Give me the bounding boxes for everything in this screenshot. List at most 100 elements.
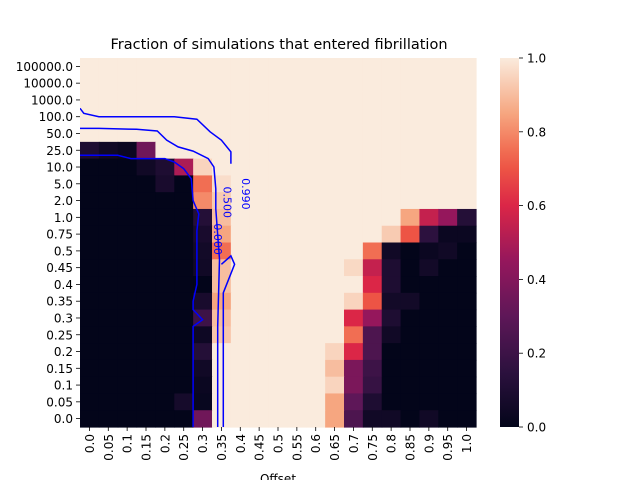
heatmap-cell (249, 292, 270, 311)
heatmap-cell (249, 108, 270, 126)
heatmap-cell (80, 208, 100, 227)
heatmap-cell (212, 108, 232, 126)
heatmap-cell (400, 393, 421, 411)
heatmap-cell (306, 343, 326, 361)
heatmap-cell (174, 393, 194, 411)
heatmap-cell (193, 276, 213, 294)
heatmap-cell (117, 393, 138, 411)
heatmap-cell (174, 242, 194, 260)
heatmap-cell (287, 208, 307, 227)
heatmap-cell (400, 326, 421, 344)
heatmap-cell (268, 242, 289, 260)
heatmap-cell (325, 208, 345, 227)
heatmap-cell (268, 108, 289, 126)
heatmap-cell (325, 376, 345, 395)
heatmap-cell (438, 343, 458, 361)
heatmap-cell (117, 208, 138, 227)
heatmap-cell (287, 91, 307, 109)
heatmap-cell (362, 225, 383, 244)
heatmap-cell (98, 359, 119, 378)
x-tick-label: 0.5 (272, 434, 286, 453)
heatmap-cell (80, 292, 100, 311)
heatmap-cell (80, 158, 100, 177)
heatmap-cell (249, 326, 270, 344)
heatmap-cell (268, 58, 289, 76)
heatmap-cell (344, 125, 364, 143)
heatmap-cell (457, 276, 477, 294)
heatmap-cell (98, 309, 119, 327)
heatmap-cell (174, 175, 194, 193)
heatmap-cell (155, 192, 175, 210)
heatmap-cell (98, 74, 119, 93)
heatmap-cell (325, 225, 345, 244)
heatmap-cell (419, 158, 439, 177)
heatmap-cell (362, 208, 383, 227)
heatmap-cell (287, 158, 307, 177)
heatmap-cell (306, 393, 326, 411)
heatmap-cell (287, 393, 307, 411)
heatmap-cell (249, 91, 270, 109)
heatmap-cell (400, 175, 421, 193)
x-tick-label: 0.45 (253, 434, 267, 461)
heatmap-cell (193, 125, 213, 143)
heatmap-cell (381, 376, 402, 395)
heatmap-cell (230, 326, 251, 344)
heatmap-cell (381, 242, 402, 260)
heatmap-cell (325, 326, 345, 344)
heatmap-cell (174, 376, 194, 395)
heatmap-cell (136, 242, 157, 260)
heatmap-cell (287, 141, 307, 160)
heatmap-cell (268, 309, 289, 327)
heatmap-cell (230, 309, 251, 327)
heatmap-cell (344, 192, 364, 210)
heatmap-cell (268, 393, 289, 411)
x-tick-label: 0.9 (422, 434, 436, 453)
heatmap-cell (457, 359, 477, 378)
heatmap-cell (212, 74, 232, 93)
heatmap-cell (457, 125, 477, 143)
y-tick-label: 0.45 (46, 261, 73, 275)
heatmap-cell (249, 192, 270, 210)
heatmap-cell (344, 141, 364, 160)
heatmap-cell (400, 410, 421, 428)
heatmap-cell (80, 125, 100, 143)
heatmap-cell (325, 259, 345, 277)
heatmap-cell (400, 292, 421, 311)
heatmap-cell (268, 225, 289, 244)
heatmap-cell (155, 410, 175, 428)
heatmap-cell (381, 343, 402, 361)
heatmap-cell (381, 141, 402, 160)
heatmap-cell (117, 359, 138, 378)
colorbar-gradient (500, 58, 519, 427)
heatmap-cell (174, 292, 194, 311)
heatmap-cell (193, 74, 213, 93)
heatmap-cell (362, 343, 383, 361)
heatmap-cell (136, 58, 157, 76)
y-tick-label: 0.15 (46, 362, 73, 376)
y-tick-label: 0.0 (54, 412, 73, 426)
heatmap-cell (287, 376, 307, 395)
heatmap-cell (98, 326, 119, 344)
heatmap-cell (457, 91, 477, 109)
heatmap-cell (344, 259, 364, 277)
heatmap-cell (193, 376, 213, 395)
contour-line (80, 154, 204, 427)
heatmap-cell (117, 376, 138, 395)
x-tick-label: 0.85 (404, 434, 418, 461)
heatmap-cell (249, 74, 270, 93)
heatmap-cell (80, 225, 100, 244)
heatmap-cell (136, 141, 157, 160)
heatmap-cell (344, 74, 364, 93)
y-tick-label: 25.0 (46, 144, 73, 158)
x-tick-label: 0.75 (366, 434, 380, 461)
heatmap-cell (306, 74, 326, 93)
heatmap-cell (212, 292, 232, 311)
heatmap-cell (438, 259, 458, 277)
y-tick-label: 0.75 (46, 228, 73, 242)
heatmap-cell (457, 192, 477, 210)
heatmap-cell (400, 276, 421, 294)
contour-line (80, 127, 221, 427)
chart-title: Fraction of simulations that entered fib… (110, 37, 447, 53)
heatmap-cell (400, 259, 421, 277)
heatmap-cell (306, 208, 326, 227)
